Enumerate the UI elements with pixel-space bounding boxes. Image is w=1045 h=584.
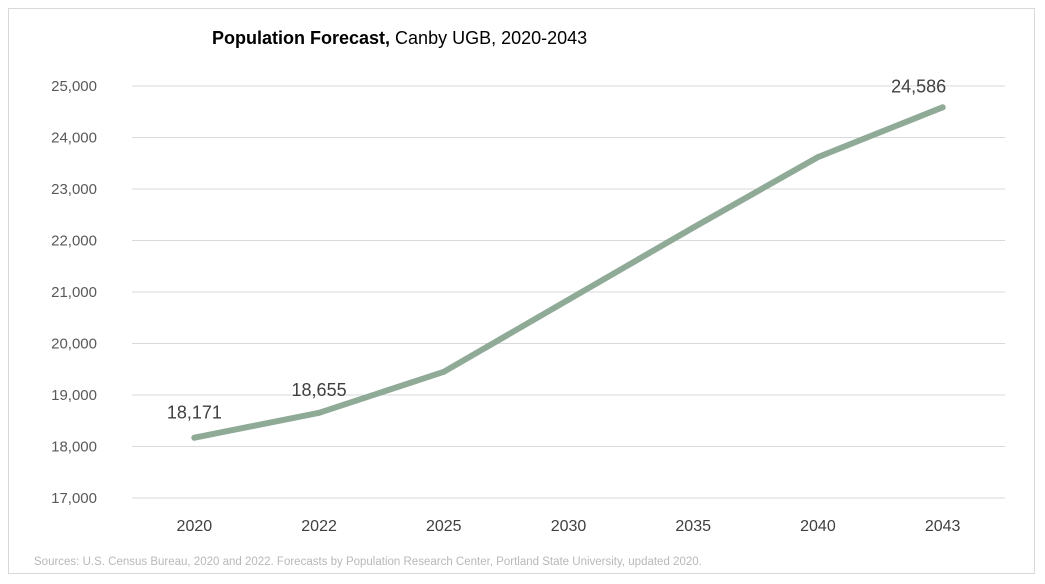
chart-title-rest: Canby UGB, 2020-2043 bbox=[395, 28, 588, 48]
chart-title-bold: Population Forecast, bbox=[212, 28, 391, 48]
chart-frame bbox=[8, 8, 1035, 574]
data-point bbox=[191, 434, 198, 441]
data-point bbox=[316, 409, 323, 416]
chart-title: Population Forecast, Canby UGB, 2020-204… bbox=[212, 28, 587, 49]
data-label: 18,655 bbox=[292, 380, 347, 400]
x-tick-label: 2030 bbox=[551, 518, 587, 535]
data-point bbox=[565, 296, 572, 303]
y-tick-label: 24,000 bbox=[51, 130, 97, 147]
x-tick-label: 2020 bbox=[177, 518, 213, 535]
data-point bbox=[939, 104, 946, 111]
y-tick-label: 20,000 bbox=[51, 336, 97, 353]
y-tick-label: 23,000 bbox=[51, 181, 97, 198]
y-tick-label: 25,000 bbox=[51, 78, 97, 95]
x-tick-label: 2035 bbox=[675, 518, 711, 535]
x-tick-label: 2043 bbox=[925, 518, 961, 535]
data-label: 24,586 bbox=[891, 76, 946, 96]
data-label: 18,171 bbox=[167, 403, 222, 423]
source-note: Sources: U.S. Census Bureau, 2020 and 20… bbox=[34, 556, 702, 568]
x-tick-label: 2025 bbox=[426, 518, 462, 535]
y-tick-label: 18,000 bbox=[51, 439, 97, 456]
y-tick-label: 19,000 bbox=[51, 387, 97, 404]
y-tick-label: 17,000 bbox=[51, 490, 97, 507]
x-tick-label: 2040 bbox=[800, 518, 836, 535]
y-tick-label: 22,000 bbox=[51, 233, 97, 250]
data-point bbox=[440, 368, 447, 375]
x-tick-label: 2022 bbox=[301, 518, 337, 535]
data-point bbox=[690, 224, 697, 231]
y-tick-label: 21,000 bbox=[51, 284, 97, 301]
data-point bbox=[814, 154, 821, 161]
